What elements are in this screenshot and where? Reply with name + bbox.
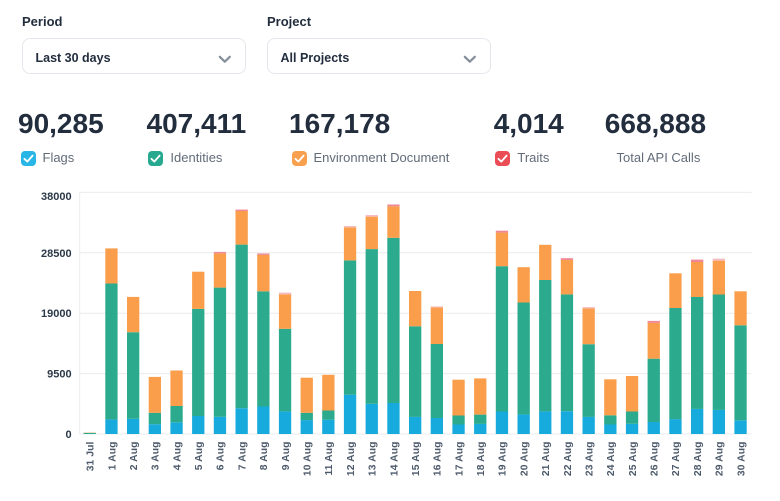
svg-text:29 Aug: 29 Aug <box>715 442 726 477</box>
svg-text:0: 0 <box>65 429 71 441</box>
svg-text:24 Aug: 24 Aug <box>606 442 617 477</box>
svg-text:19 Aug: 19 Aug <box>498 442 509 477</box>
svg-text:17 Aug: 17 Aug <box>454 442 465 477</box>
svg-text:28 Aug: 28 Aug <box>693 442 704 477</box>
svg-text:23 Aug: 23 Aug <box>585 442 596 477</box>
svg-text:19000: 19000 <box>41 308 72 320</box>
svg-text:26 Aug: 26 Aug <box>650 442 661 477</box>
svg-text:18 Aug: 18 Aug <box>476 442 487 477</box>
svg-text:30 Aug: 30 Aug <box>736 442 747 477</box>
svg-text:20 Aug: 20 Aug <box>519 442 530 477</box>
svg-text:15 Aug: 15 Aug <box>411 442 422 477</box>
svg-text:4 Aug: 4 Aug <box>172 442 183 471</box>
svg-text:3 Aug: 3 Aug <box>151 442 162 471</box>
svg-text:2 Aug: 2 Aug <box>129 442 140 471</box>
svg-text:11 Aug: 11 Aug <box>324 442 335 476</box>
svg-text:8 Aug: 8 Aug <box>259 442 270 471</box>
svg-text:6 Aug: 6 Aug <box>216 442 227 471</box>
svg-text:10 Aug: 10 Aug <box>303 442 314 477</box>
svg-text:7 Aug: 7 Aug <box>237 442 248 471</box>
svg-text:16 Aug: 16 Aug <box>433 442 444 477</box>
svg-text:9 Aug: 9 Aug <box>281 442 292 471</box>
svg-text:31 Jul: 31 Jul <box>86 441 97 471</box>
svg-text:28500: 28500 <box>41 248 72 260</box>
svg-text:25 Aug: 25 Aug <box>628 442 639 477</box>
svg-text:9500: 9500 <box>47 369 71 381</box>
svg-text:12 Aug: 12 Aug <box>346 442 357 477</box>
svg-text:27 Aug: 27 Aug <box>671 442 682 477</box>
svg-text:38000: 38000 <box>41 191 72 203</box>
svg-text:1 Aug: 1 Aug <box>107 442 118 471</box>
svg-text:14 Aug: 14 Aug <box>389 442 400 477</box>
svg-text:5 Aug: 5 Aug <box>194 442 205 471</box>
svg-text:21 Aug: 21 Aug <box>541 442 552 477</box>
svg-text:13 Aug: 13 Aug <box>368 442 379 477</box>
svg-text:22 Aug: 22 Aug <box>563 442 574 477</box>
